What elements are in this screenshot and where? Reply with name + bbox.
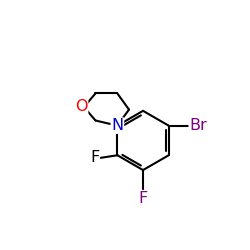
Text: F: F	[138, 191, 148, 206]
Text: O: O	[75, 100, 88, 114]
Text: F: F	[90, 150, 99, 165]
Text: N: N	[111, 118, 124, 133]
Text: Br: Br	[189, 118, 207, 133]
